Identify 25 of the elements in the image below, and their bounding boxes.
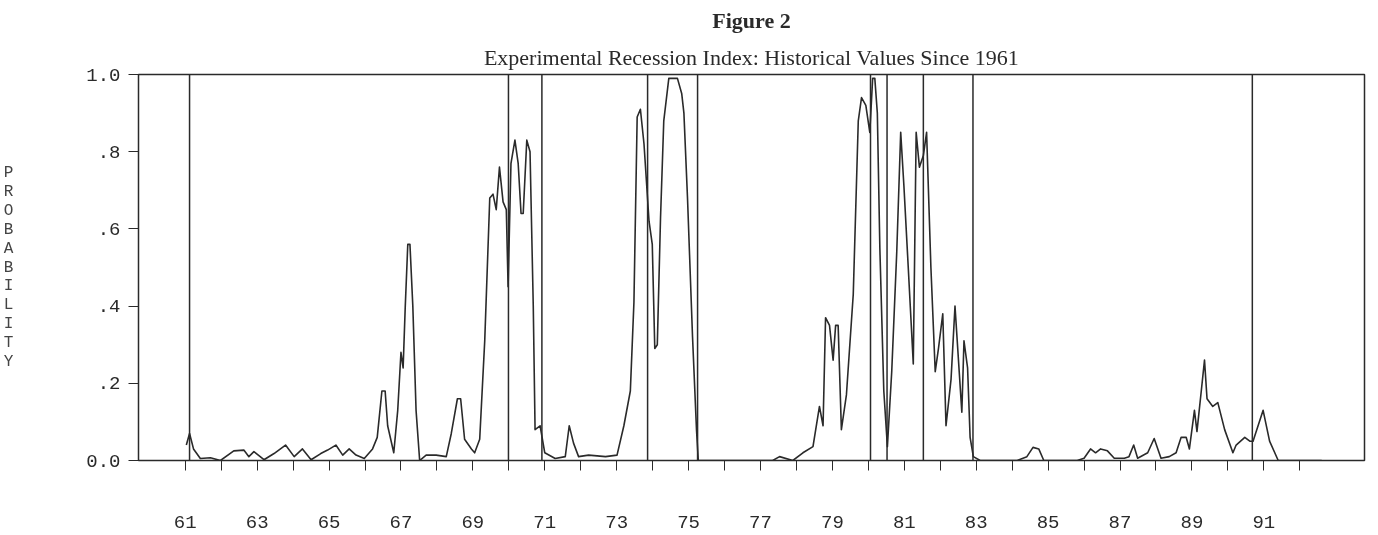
x-tick-label: 85 (1036, 511, 1060, 534)
x-tick-label: 73 (605, 511, 629, 534)
x-tick-label: 83 (964, 511, 988, 534)
x-tick-label: 77 (749, 511, 772, 534)
text: PROBABILITY (3, 164, 14, 371)
y-tick-label: .8 (97, 141, 121, 164)
x-tick-label: 81 (892, 511, 916, 534)
y-tick-label: 0.0 (86, 450, 121, 473)
y-tick-label: .2 (97, 373, 121, 396)
x-tick-label: 69 (461, 511, 485, 534)
y-tick-label: .4 (97, 296, 121, 319)
y-tick-label: 1.0 (86, 64, 121, 87)
x-tick-label: 67 (389, 511, 413, 534)
x-tick-label: 61 (173, 511, 197, 534)
x-tick-label: 91 (1252, 511, 1276, 534)
x-tick-label: 75 (677, 511, 700, 534)
x-tick-label: 71 (533, 511, 557, 534)
x-tick-label: 63 (245, 511, 269, 534)
chart-subtitle: Experimental Recession Index: Historical Values Since 1961 (483, 44, 1019, 70)
x-tick-label: 87 (1108, 511, 1132, 534)
y-tick-label: .6 (97, 218, 121, 241)
chart-title: Figure 2 (712, 7, 791, 33)
x-tick-label: 65 (317, 511, 341, 534)
x-tick-label: 89 (1180, 511, 1204, 534)
x-tick-label: 79 (820, 511, 844, 534)
